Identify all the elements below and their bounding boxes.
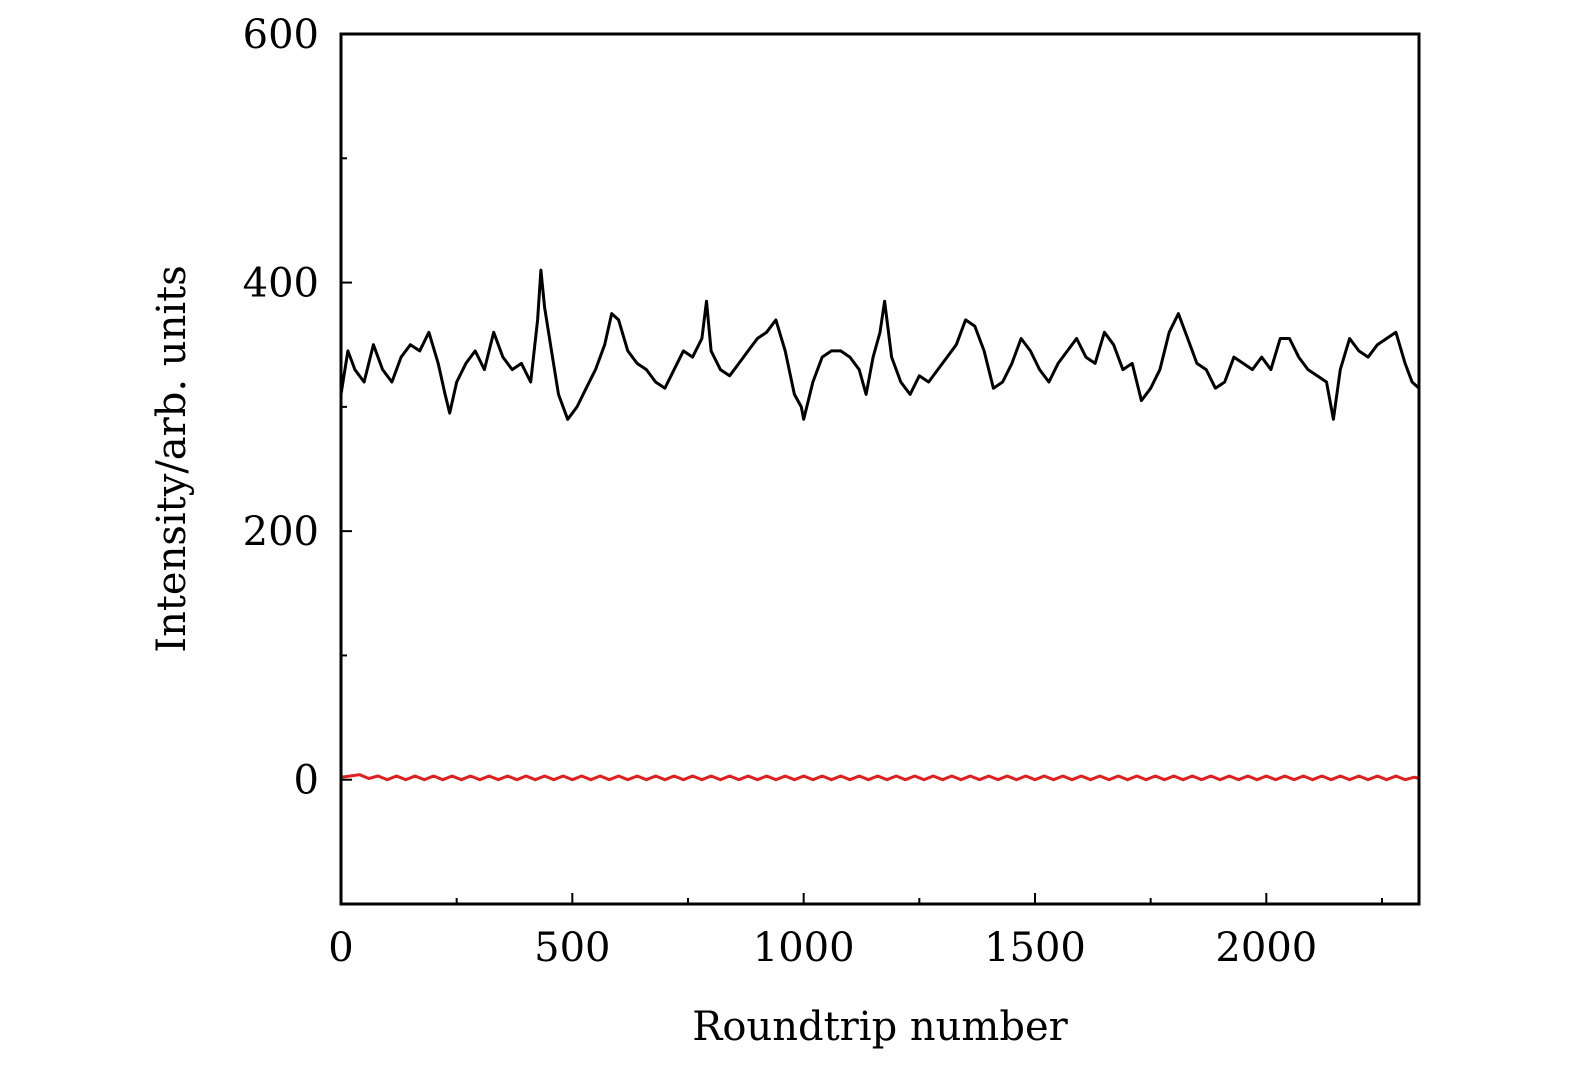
y-tick-label: 600 bbox=[243, 12, 319, 58]
y-axis-label: Intensity/arb. units bbox=[149, 265, 195, 652]
x-tick-label: 0 bbox=[328, 925, 353, 971]
x-tick-label: 1500 bbox=[984, 925, 1086, 971]
x-tick-label: 1000 bbox=[753, 925, 855, 971]
x-tick-label: 500 bbox=[534, 925, 610, 971]
plot-frame bbox=[339, 32, 1421, 906]
tick-labels: 0 500 1000 1500 2000 0 200 400 600 bbox=[243, 12, 1318, 971]
series-layer bbox=[339, 268, 1421, 782]
x-axis-label: Roundtrip number bbox=[692, 1004, 1068, 1050]
y-tick-label: 200 bbox=[243, 509, 319, 555]
y-tick-label: 400 bbox=[243, 261, 319, 307]
x-tick-label: 2000 bbox=[1215, 925, 1317, 971]
ticks-layer bbox=[340, 33, 1383, 904]
series-line-2 bbox=[340, 773, 1420, 782]
series-line-1 bbox=[339, 268, 1421, 421]
y-tick-label: 0 bbox=[294, 758, 319, 804]
